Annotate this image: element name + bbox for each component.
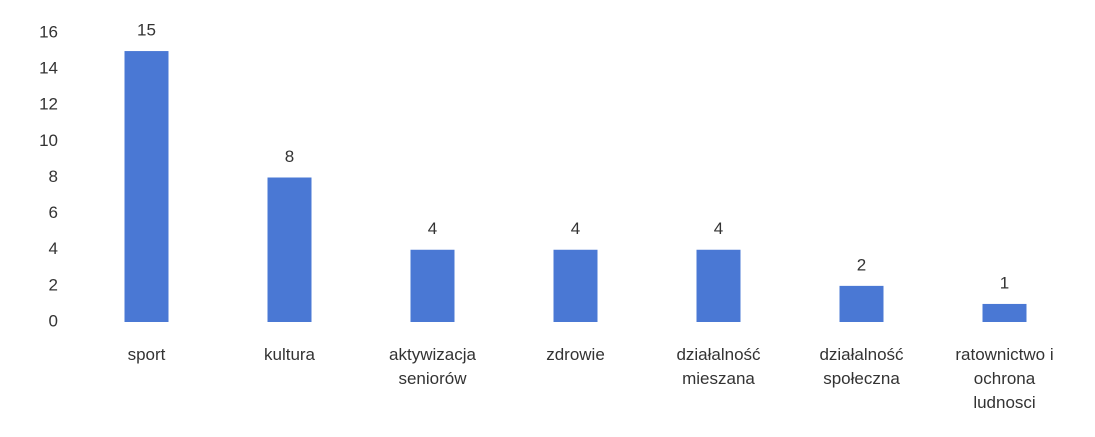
bar xyxy=(124,51,169,322)
y-tick-label: 16 xyxy=(39,22,58,41)
data-label: 15 xyxy=(137,21,156,40)
x-tick-label: ratownictwo i ochrona ludnosci xyxy=(955,345,1054,412)
bar xyxy=(696,249,741,322)
data-label: 1 xyxy=(1000,273,1009,292)
y-tick-label: 12 xyxy=(39,95,58,114)
y-tick-label: 10 xyxy=(39,131,58,150)
data-label: 2 xyxy=(857,255,866,274)
x-tick-label: działalność mieszana xyxy=(676,345,761,388)
x-tick-label: sport xyxy=(127,345,166,364)
data-label: 4 xyxy=(428,219,437,238)
y-tick-label: 0 xyxy=(49,311,58,330)
bar xyxy=(410,249,455,322)
y-tick-label: 6 xyxy=(49,203,58,222)
bar xyxy=(553,249,598,322)
bar xyxy=(267,177,312,322)
x-tick-label: aktywizacja seniorów xyxy=(389,345,476,388)
bar xyxy=(839,285,884,322)
bar xyxy=(982,303,1027,322)
y-tick-label: 4 xyxy=(49,239,58,258)
x-tick-label: kultura xyxy=(263,345,316,364)
data-label: 4 xyxy=(571,219,580,238)
data-label: 4 xyxy=(714,219,723,238)
y-tick-label: 2 xyxy=(49,275,58,294)
x-tick-label: działalność społeczna xyxy=(819,345,904,388)
data-label: 8 xyxy=(285,147,294,166)
x-tick-label: zdrowie xyxy=(546,345,605,364)
y-tick-label: 14 xyxy=(39,59,58,78)
y-tick-label: 8 xyxy=(49,167,58,186)
